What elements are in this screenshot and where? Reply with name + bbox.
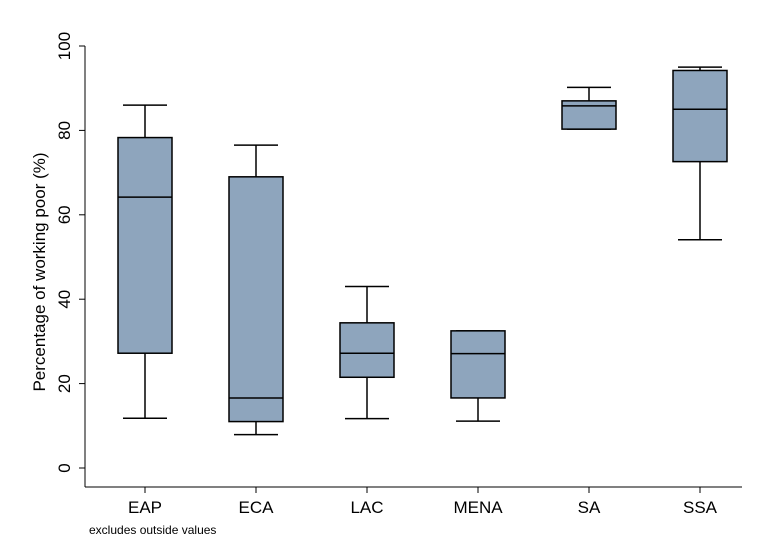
iqr-box — [561, 100, 617, 130]
box-eca — [228, 144, 284, 436]
box-lac — [339, 285, 395, 420]
box-sa — [561, 86, 617, 130]
iqr-box — [339, 322, 395, 379]
box-mena — [450, 330, 506, 422]
x-tick-label: ECA — [239, 498, 275, 517]
iqr-box — [228, 176, 284, 423]
y-tick-label: 0 — [55, 463, 74, 472]
y-axis-title: Percentage of working poor (%) — [30, 152, 49, 391]
iqr-box — [672, 69, 728, 163]
box-ssa — [672, 66, 728, 241]
y-tick-label: 100 — [55, 32, 74, 60]
x-tick-label: EAP — [128, 498, 162, 517]
iqr-box — [117, 136, 173, 354]
y-axis-ticks: 0 20 40 60 80 100 — [55, 32, 85, 473]
iqr-box — [450, 330, 506, 399]
box-eap — [117, 104, 173, 419]
x-tick-label: MENA — [453, 498, 503, 517]
x-tick-label: SA — [578, 498, 601, 517]
y-tick-label: 60 — [55, 205, 74, 224]
x-axis-ticks: EAP ECA LAC MENA SA SSA — [128, 487, 718, 517]
y-tick-label: 40 — [55, 290, 74, 309]
x-tick-label: LAC — [350, 498, 383, 517]
boxes-layer — [117, 66, 728, 436]
y-tick-label: 20 — [55, 374, 74, 393]
chart-note: excludes outside values — [89, 523, 216, 537]
y-tick-label: 80 — [55, 121, 74, 140]
x-tick-label: SSA — [683, 498, 718, 517]
